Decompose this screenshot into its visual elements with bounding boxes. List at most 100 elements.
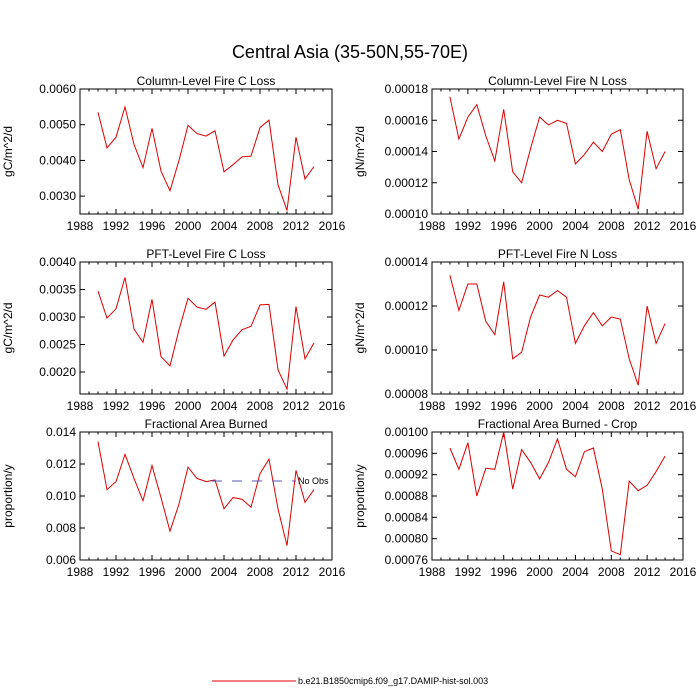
y-axis-title: gC/m^2/d <box>1 126 15 177</box>
y-tick-label: 0.00012 <box>385 176 429 190</box>
x-tick-label: 2004 <box>211 399 238 413</box>
y-tick-label: 0.00010 <box>385 207 429 221</box>
x-tick-label: 2008 <box>247 219 274 233</box>
y-axis-title: proportion/y <box>1 464 15 527</box>
y-axis-title: gC/m^2/d <box>1 303 15 354</box>
y-tick-label: 0.008 <box>46 521 76 535</box>
y-tick-label: 0.0040 <box>39 255 76 269</box>
y-tick-label: 0.00096 <box>385 446 429 460</box>
y-tick-label: 0.00016 <box>385 113 429 127</box>
x-tick-label: 1996 <box>139 565 166 579</box>
panel-title: Fractional Area Burned <box>145 417 268 431</box>
series-line <box>97 104 315 211</box>
panel-title: PFT-Level Fire C Loss <box>146 247 265 261</box>
x-tick-label: 2004 <box>562 565 589 579</box>
x-tick-label: 1996 <box>490 399 517 413</box>
y-tick-label: 0.0020 <box>39 365 76 379</box>
x-tick-label: 1988 <box>419 399 446 413</box>
x-tick-label: 2012 <box>283 565 310 579</box>
panel-fractional-area-burned: Fractional Area Burned 1988 1992 1996 2000 20… <box>1 417 346 579</box>
x-tick-label: 1996 <box>490 565 517 579</box>
x-tick-label: 2016 <box>319 399 346 413</box>
x-tick-label: 1988 <box>67 219 94 233</box>
x-tick-label: 2004 <box>562 399 589 413</box>
x-tick-label: 1988 <box>67 565 94 579</box>
y-axis-title: gN/m^2/d <box>353 303 367 354</box>
series-line <box>97 277 315 391</box>
x-tick-label: 2012 <box>283 399 310 413</box>
y-tick-label: 0.0030 <box>39 310 76 324</box>
x-tick-label: 1992 <box>103 399 130 413</box>
y-tick-label: 0.010 <box>46 489 76 503</box>
plot-frame <box>79 431 333 561</box>
x-tick-label: 2008 <box>247 399 274 413</box>
y-tick-label: 0.00010 <box>385 343 429 357</box>
x-tick-label: 2016 <box>670 219 697 233</box>
x-tick-label: 2000 <box>526 565 553 579</box>
series-line <box>97 441 315 546</box>
x-tick-label: 1992 <box>103 565 130 579</box>
x-tick-label: 1992 <box>103 219 130 233</box>
x-tick-label: 2000 <box>175 399 202 413</box>
panel-pft-level-fire-n-loss: PFT-Level Fire N Loss 1988 1992 1996 2000 200… <box>353 247 697 413</box>
legend: No Obs b.e21.B1850cmip6.f09_g17.DAMIP-hi… <box>212 476 488 686</box>
x-tick-label: 2008 <box>598 399 625 413</box>
x-tick-label: 1988 <box>419 219 446 233</box>
x-tick-label: 1992 <box>455 565 482 579</box>
y-tick-label: 0.006 <box>46 553 76 567</box>
x-tick-label: 1996 <box>139 399 166 413</box>
x-tick-label: 2008 <box>598 565 625 579</box>
y-tick-label: 0.00012 <box>385 299 429 313</box>
y-tick-label: 0.0050 <box>39 118 76 132</box>
figure-title: Central Asia (35-50N,55-70E) <box>232 42 468 62</box>
x-tick-label: 2012 <box>283 219 310 233</box>
y-tick-label: 0.00084 <box>385 510 429 524</box>
x-tick-label: 2000 <box>526 219 553 233</box>
x-tick-label: 1992 <box>455 399 482 413</box>
x-tick-label: 2016 <box>670 565 697 579</box>
plot-frame <box>79 261 333 395</box>
y-tick-label: 0.00014 <box>385 145 429 159</box>
panel-column-level-fire-n-loss: Column-Level Fire N Loss 1988 1992 1996 2000… <box>353 74 697 233</box>
y-tick-label: 0.00076 <box>385 553 429 567</box>
y-tick-label: 0.00008 <box>385 387 429 401</box>
series-line <box>449 431 666 556</box>
y-tick-label: 0.00080 <box>385 532 429 546</box>
x-tick-label: 2016 <box>319 565 346 579</box>
x-tick-label: 2016 <box>319 219 346 233</box>
x-tick-label: 1992 <box>455 219 482 233</box>
panels: Column-Level Fire C Loss 1988 1992 1996 2000… <box>1 74 697 579</box>
x-tick-label: 2000 <box>175 219 202 233</box>
panel-title: PFT-Level Fire N Loss <box>498 247 617 261</box>
y-tick-label: 0.014 <box>46 425 76 439</box>
y-tick-label: 0.00100 <box>385 425 429 439</box>
y-tick-label: 0.00014 <box>385 255 429 269</box>
y-tick-label: 0.0040 <box>39 153 76 167</box>
plot-frame <box>431 88 684 215</box>
plot-frame <box>431 261 684 395</box>
x-tick-label: 2004 <box>211 219 238 233</box>
y-tick-label: 0.012 <box>46 457 76 471</box>
x-tick-label: 1996 <box>139 219 166 233</box>
panel-column-level-fire-c-loss: Column-Level Fire C Loss 1988 1992 1996 2000… <box>1 74 346 233</box>
x-tick-label: 2000 <box>526 399 553 413</box>
series-line <box>449 96 666 210</box>
x-tick-label: 1988 <box>67 399 94 413</box>
series-line <box>449 275 666 386</box>
y-tick-label: 0.0030 <box>39 189 76 203</box>
y-tick-label: 0.0060 <box>39 82 76 96</box>
x-tick-label: 2008 <box>598 219 625 233</box>
x-tick-label: 1996 <box>490 219 517 233</box>
x-tick-label: 2004 <box>211 565 238 579</box>
x-tick-label: 2012 <box>634 219 661 233</box>
y-axis-title: proportion/y <box>353 464 367 527</box>
x-tick-label: 2008 <box>247 565 274 579</box>
y-axis-title: gN/m^2/d <box>353 126 367 177</box>
y-tick-label: 0.00092 <box>385 468 429 482</box>
y-tick-label: 0.0035 <box>39 283 76 297</box>
legend-no-obs-label: No Obs <box>298 476 329 486</box>
x-tick-label: 2000 <box>175 565 202 579</box>
y-tick-label: 0.00088 <box>385 489 429 503</box>
panel-title: Column-Level Fire N Loss <box>488 74 627 88</box>
